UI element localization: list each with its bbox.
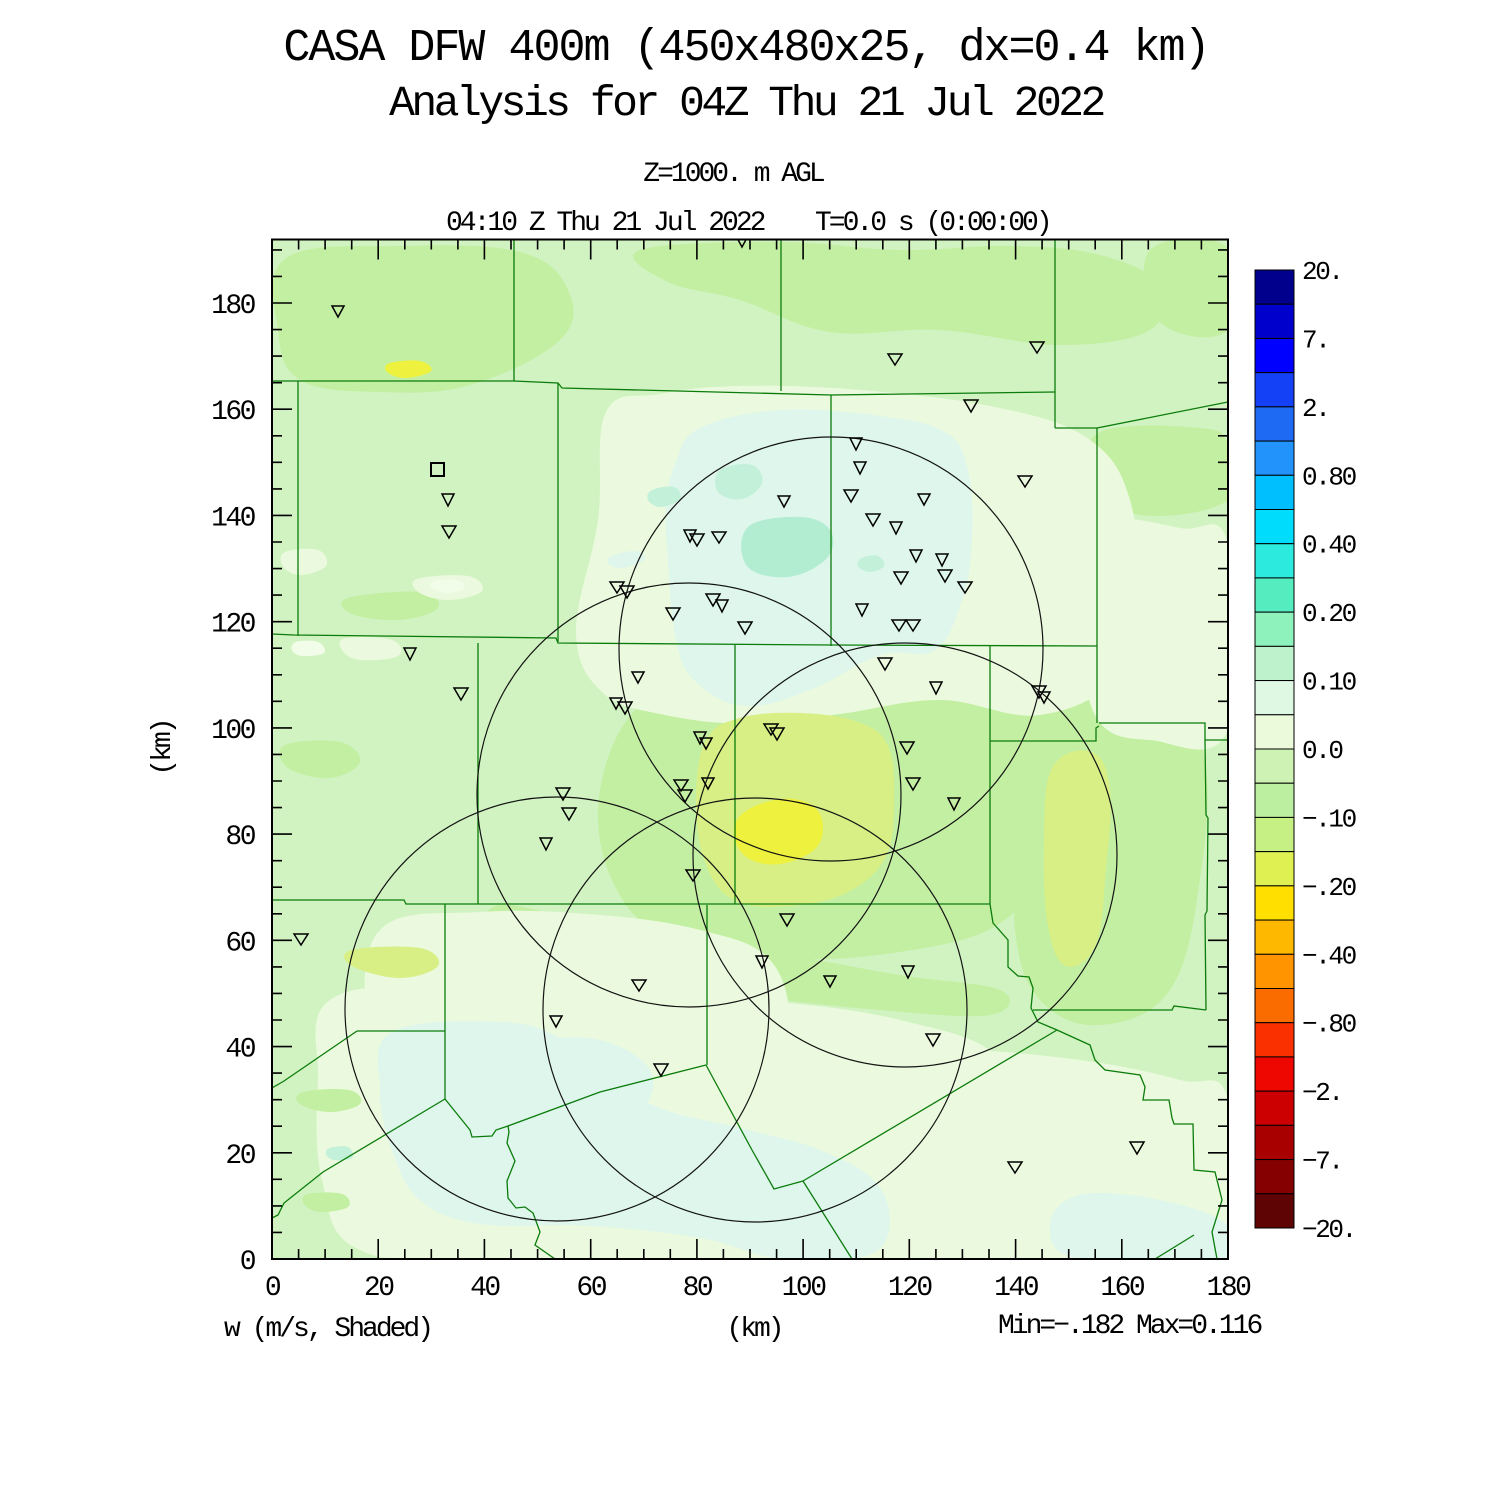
- svg-text:Z=1000. m AGL: Z=1000. m AGL: [643, 159, 825, 190]
- svg-text:40: 40: [225, 1035, 255, 1066]
- svg-text:−.80: −.80: [1302, 1010, 1356, 1040]
- svg-text:(km): (km): [726, 1314, 781, 1345]
- svg-text:0: 0: [240, 1247, 256, 1278]
- svg-text:60: 60: [576, 1273, 606, 1304]
- svg-text:−20.: −20.: [1302, 1215, 1355, 1245]
- svg-text:−.20: −.20: [1302, 873, 1356, 903]
- svg-text:−.40: −.40: [1302, 941, 1356, 971]
- svg-text:0.80: 0.80: [1302, 462, 1356, 492]
- svg-text:0.40: 0.40: [1302, 531, 1356, 561]
- svg-text:0: 0: [265, 1273, 281, 1304]
- svg-text:0.0: 0.0: [1302, 736, 1342, 766]
- svg-text:20.: 20.: [1302, 257, 1342, 287]
- svg-text:Analysis for 04Z Thu 21 Jul 20: Analysis for 04Z Thu 21 Jul 2022: [389, 79, 1103, 128]
- svg-text:180: 180: [211, 291, 256, 322]
- svg-text:140: 140: [994, 1273, 1039, 1304]
- svg-text:120: 120: [888, 1273, 933, 1304]
- svg-text:−2.: −2.: [1302, 1078, 1342, 1108]
- svg-text:80: 80: [683, 1273, 713, 1304]
- svg-text:40: 40: [470, 1273, 500, 1304]
- svg-text:T=0.0 s (0:00:00): T=0.0 s (0:00:00): [815, 208, 1050, 239]
- svg-text:20: 20: [225, 1141, 255, 1172]
- svg-text:2.: 2.: [1302, 394, 1328, 424]
- svg-text:0.10: 0.10: [1302, 668, 1356, 698]
- svg-text:−.10: −.10: [1302, 804, 1356, 834]
- svg-text:(km): (km): [148, 720, 179, 775]
- svg-text:04:10 Z Thu 21 Jul 2022: 04:10 Z Thu 21 Jul 2022: [446, 208, 765, 239]
- svg-text:7.: 7.: [1302, 325, 1328, 355]
- svg-text:CASA DFW 400m (450x480x25, dx=: CASA DFW 400m (450x480x25, dx=0.4 km): [283, 23, 1208, 74]
- svg-text:−7.: −7.: [1302, 1147, 1342, 1177]
- svg-text:160: 160: [211, 397, 256, 428]
- svg-text:180: 180: [1207, 1273, 1252, 1304]
- svg-text:w (m/s, Shaded): w (m/s, Shaded): [224, 1314, 431, 1345]
- svg-text:20: 20: [364, 1273, 394, 1304]
- svg-text:160: 160: [1100, 1273, 1145, 1304]
- svg-text:60: 60: [225, 928, 255, 959]
- svg-text:100: 100: [211, 716, 256, 747]
- svg-text:120: 120: [211, 610, 256, 641]
- svg-text:140: 140: [211, 503, 256, 534]
- svg-text:0.20: 0.20: [1302, 599, 1356, 629]
- svg-text:Min=−.182 Max=0.116: Min=−.182 Max=0.116: [998, 1311, 1261, 1342]
- svg-text:100: 100: [782, 1273, 827, 1304]
- svg-text:80: 80: [225, 822, 255, 853]
